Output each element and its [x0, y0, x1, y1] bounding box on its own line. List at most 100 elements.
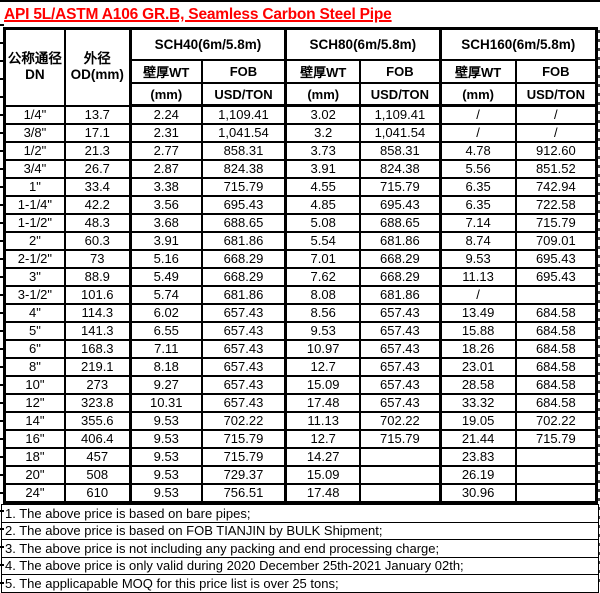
sch40-wt-cell: 3.38	[128, 177, 203, 197]
sch160-wt-cell: 23.83	[438, 447, 517, 467]
table-row: 1-1/2" 48.3 3.68 688.65 5.08 688.65 7.14 715.79	[3, 213, 598, 233]
sch160-wt-cell: 6.35	[438, 195, 517, 215]
dn-cell: 2-1/2"	[3, 249, 66, 269]
sch40-wt-cell: 9.53	[128, 411, 203, 431]
dn-cell: 14"	[3, 411, 66, 431]
header-sch80-fob-unit: USD/TON	[359, 82, 442, 107]
od-cell: 114.3	[63, 303, 132, 323]
sch160-fob-cell: /	[514, 104, 598, 125]
sch80-fob-cell: 688.65	[359, 213, 442, 233]
od-cell: 21.3	[63, 141, 132, 161]
page-top-border-line	[0, 0, 600, 2]
price-table-body: 1/4" 13.7 2.24 1,109.41 3.02 1,109.41//3/8" 17…	[3, 104, 598, 504]
note-row: 2. The above price is based on FOB TIANJ…	[1, 521, 599, 540]
sch80-fob-cell: 668.29	[359, 249, 442, 269]
od-cell: 323.8	[63, 393, 132, 413]
sch40-fob-cell: 824.38	[200, 159, 287, 179]
sch80-wt-cell: 12.7	[284, 357, 362, 377]
note-row: 3. The above price is not including any …	[1, 539, 599, 558]
sch160-fob-cell	[514, 447, 598, 467]
sch160-fob-cell: 742.94	[514, 177, 598, 197]
sch40-fob-cell: 657.43	[200, 375, 287, 395]
table-row: 5" 141.3 6.55 657.43 9.53 657.43 15.88 684.58	[3, 321, 598, 341]
sch80-fob-cell	[359, 447, 442, 467]
sch80-fob-cell: 695.43	[359, 195, 442, 215]
sch80-wt-cell: 9.53	[284, 321, 362, 341]
note-text: 3. The above price is not including any …	[1, 539, 599, 558]
sch160-fob-cell: 695.43	[514, 267, 598, 287]
sch40-wt-cell: 2.31	[128, 123, 203, 143]
sch160-fob-cell: 684.58	[514, 357, 598, 377]
sch80-wt-cell: 14.27	[284, 447, 362, 467]
note-row: 4. The above price is only valid during …	[1, 556, 599, 575]
sch80-fob-cell	[359, 483, 442, 504]
table-row: 1/2" 21.3 2.77 858.31 3.73 858.31 4.78 912.60	[3, 141, 598, 161]
sch80-fob-cell: 657.43	[359, 303, 442, 323]
table-row: 1-1/4" 42.2 3.56 695.43 4.85 695.43 6.35 722.58	[3, 195, 598, 215]
od-cell: 101.6	[63, 285, 132, 305]
notes-table: 1. The above price is based on bare pipe…	[1, 504, 599, 593]
sch40-wt-cell: 8.18	[128, 357, 203, 377]
sch160-fob-cell: 715.79	[514, 429, 598, 449]
dn-cell: 24"	[3, 483, 66, 504]
sch80-wt-cell: 4.55	[284, 177, 362, 197]
sch160-wt-cell: 7.14	[438, 213, 517, 233]
sch80-fob-cell: 824.38	[359, 159, 442, 179]
sch80-wt-cell: 12.7	[284, 429, 362, 449]
sch80-wt-cell: 11.13	[284, 411, 362, 431]
sch160-wt-cell: 23.01	[438, 357, 517, 377]
sch160-wt-cell: 4.78	[438, 141, 517, 161]
sch40-fob-cell: 688.65	[200, 213, 287, 233]
table-row: 24" 610 9.53 756.51 17.48 30.96	[3, 483, 598, 504]
sch80-wt-cell: 17.48	[284, 483, 362, 504]
sch80-wt-cell: 15.09	[284, 465, 362, 485]
table-row: 10" 273 9.27 657.43 15.09 657.43 28.58 684.58	[3, 375, 598, 395]
sch160-fob-cell: /	[514, 123, 598, 143]
dn-cell: 8"	[3, 357, 66, 377]
sch40-wt-cell: 9.53	[128, 429, 203, 449]
sch160-wt-cell: 33.32	[438, 393, 517, 413]
sch40-wt-cell: 6.02	[128, 303, 203, 323]
sch160-wt-cell: 26.19	[438, 465, 517, 485]
sch80-wt-cell: 4.85	[284, 195, 362, 215]
od-cell: 508	[63, 465, 132, 485]
sch80-wt-cell: 8.56	[284, 303, 362, 323]
sch160-wt-cell: 11.13	[438, 267, 517, 287]
sch40-wt-cell: 7.11	[128, 339, 203, 359]
sch40-fob-cell: 657.43	[200, 321, 287, 341]
dn-cell: 5"	[3, 321, 66, 341]
sch160-fob-cell: 684.58	[514, 375, 598, 395]
od-cell: 48.3	[63, 213, 132, 233]
dn-cell: 1"	[3, 177, 66, 197]
od-cell: 273	[63, 375, 132, 395]
sch40-fob-cell: 858.31	[200, 141, 287, 161]
dn-cell: 3/8"	[3, 123, 66, 143]
header-row-units: (mm) USD/TON (mm) USD/TON (mm) USD/TON	[5, 82, 598, 107]
sch160-fob-cell: 912.60	[514, 141, 598, 161]
sch40-wt-cell: 9.53	[128, 447, 203, 467]
sch40-fob-cell: 715.79	[200, 429, 287, 449]
od-cell: 219.1	[63, 357, 132, 377]
note-text: 1. The above price is based on bare pipe…	[1, 504, 599, 523]
page-title: API 5L/ASTM A106 GR.B, Seamless Carbon S…	[4, 6, 392, 23]
header-group-sch40: SCH40(6m/5.8m)	[128, 27, 287, 61]
sch160-fob-cell: 695.43	[514, 249, 598, 269]
table-row: 16" 406.4 9.53 715.79 12.7 715.79 21.44 715.79	[3, 429, 598, 449]
header-dn-en: DN	[25, 67, 45, 83]
sch80-fob-cell	[359, 465, 442, 485]
od-cell: 610	[63, 483, 132, 504]
dn-cell: 16"	[3, 429, 66, 449]
sch40-fob-cell: 695.43	[200, 195, 287, 215]
sch40-wt-cell: 9.53	[128, 483, 203, 504]
od-cell: 406.4	[63, 429, 132, 449]
dn-cell: 1/4"	[3, 104, 66, 125]
dn-cell: 1-1/2"	[3, 213, 66, 233]
dn-cell: 3/4"	[3, 159, 66, 179]
note-text: 4. The above price is only valid during …	[1, 556, 599, 575]
header-sch40-fob: FOB	[200, 59, 287, 84]
table-row: 1" 33.4 3.38 715.79 4.55 715.79 6.35 742.94	[3, 177, 598, 197]
note-text: 5. The applicapable MOQ for this price l…	[1, 574, 599, 593]
sch160-fob-cell: 684.58	[514, 339, 598, 359]
sch80-fob-cell: 657.43	[359, 321, 442, 341]
